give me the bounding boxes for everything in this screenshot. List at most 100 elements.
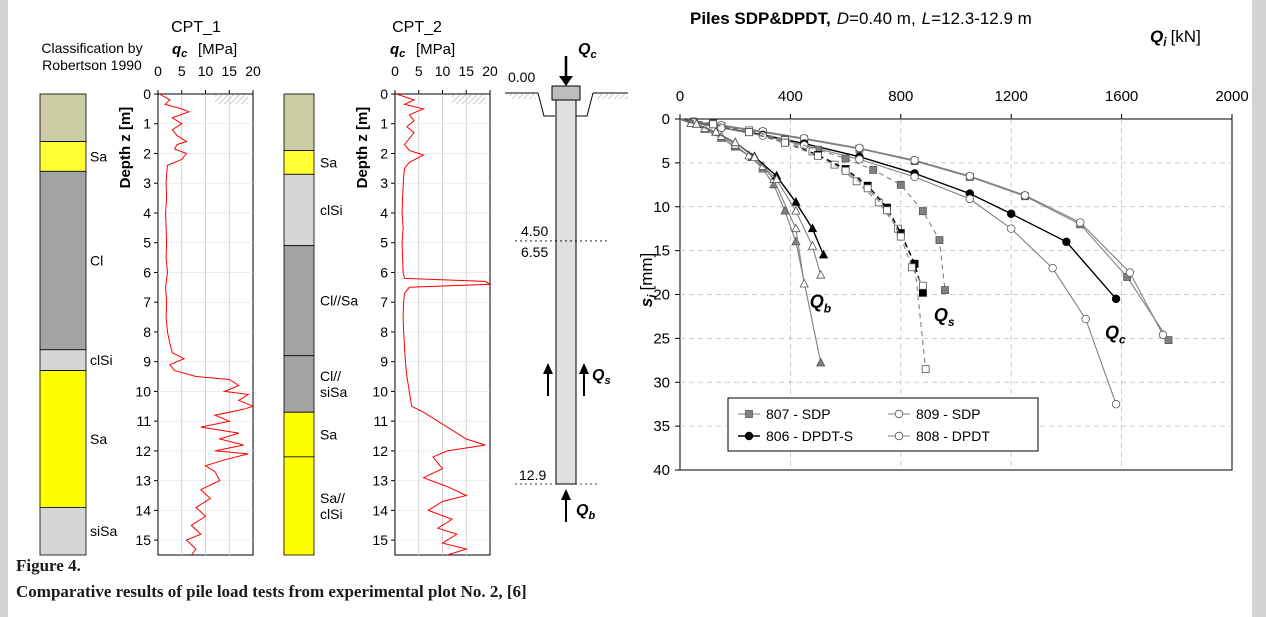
data-point — [841, 154, 850, 163]
stratum-label: Sa — [320, 154, 337, 170]
data-point — [1125, 268, 1135, 277]
cpt-ytick-label: 2 — [143, 145, 151, 161]
data-point — [855, 143, 864, 153]
cpt-xtick-label: 5 — [178, 63, 186, 79]
data-point — [1048, 263, 1057, 273]
cpt-xtick-label: 0 — [391, 63, 399, 79]
data-point — [1075, 218, 1085, 227]
legend-item: 809 - SDP — [888, 406, 981, 422]
chart-xtick-label: 1600 — [1105, 88, 1138, 105]
data-point — [1111, 294, 1121, 304]
data-point — [1020, 191, 1030, 200]
stratum-label: Sa//clSi — [320, 490, 345, 522]
stratum-label: Cl — [90, 253, 103, 269]
cpt-ytick-label: 7 — [380, 294, 388, 310]
cpt-xtick-label: 20 — [245, 63, 261, 79]
cpt-ytick-label: 10 — [372, 383, 388, 399]
cpt-ytick-label: 0 — [380, 86, 388, 102]
data-point — [1062, 237, 1071, 247]
cpt-ytick-label: 9 — [143, 354, 151, 370]
figure-caption-label: Figure 4. — [16, 556, 81, 575]
stratum-layer — [283, 93, 315, 151]
data-point — [780, 138, 789, 147]
data-point — [941, 286, 949, 295]
data-point — [921, 365, 930, 373]
data-point — [780, 205, 790, 215]
cpt-xtick-label: 10 — [198, 63, 214, 79]
cpt-ytick-label: 9 — [380, 354, 388, 370]
stratum-layer — [39, 507, 87, 556]
page-frame-right — [1252, 0, 1266, 617]
chart-xtick-label: 2000 — [1215, 88, 1248, 105]
pile-toe-label: 12.9 — [519, 467, 546, 483]
cpt-ytick-label: 11 — [373, 413, 388, 429]
data-point — [816, 269, 826, 279]
classification-title-line1: Classification by — [41, 40, 142, 56]
data-point — [869, 165, 878, 174]
cpt2-title: CPT_2 — [392, 19, 442, 36]
data-point — [852, 177, 861, 186]
chart-ytick-label: 0 — [662, 111, 670, 128]
qs-arrow-left-head — [543, 363, 553, 374]
component-label: Qc — [1105, 322, 1126, 346]
chart-ytick-label: 15 — [653, 243, 670, 260]
stratum-layer — [283, 411, 315, 458]
stratum-layer — [283, 456, 315, 556]
chart-ylabel: si[mm] — [637, 253, 659, 308]
legend-label: 809 - SDP — [916, 406, 981, 422]
cpt2-plot: CPT_2 qc [MPa] 0 5 10 15 2001234567891011121… — [354, 19, 498, 556]
data-point — [918, 207, 927, 216]
qb-arrow-head — [561, 489, 571, 500]
chart-ytick-label: 10 — [653, 199, 670, 216]
data-point — [883, 206, 891, 215]
data-point — [791, 205, 801, 215]
data-point — [814, 151, 822, 160]
cpt2-xlabel-unit: [MPa] — [416, 41, 455, 58]
page-frame-left — [0, 0, 8, 617]
stratum-label: Cl//Sa — [320, 293, 358, 309]
data-point — [807, 223, 818, 233]
data-point — [709, 120, 718, 129]
data-point — [1158, 330, 1168, 340]
chart-xtick-label: 400 — [778, 88, 803, 105]
cpt-ytick-label: 4 — [380, 205, 388, 221]
data-point — [1007, 224, 1016, 233]
legend-item: 806 - DPDT-S — [738, 428, 853, 444]
data-point — [744, 431, 754, 441]
data-point — [807, 240, 818, 250]
data-point — [855, 155, 864, 164]
chart-xtick-label: 0 — [676, 88, 684, 105]
cpt-ytick-label: 6 — [380, 264, 388, 280]
cpt-ytick-label: 12 — [135, 443, 151, 459]
component-label: Qs — [934, 305, 955, 329]
data-point — [1164, 336, 1173, 345]
data-point — [894, 409, 904, 419]
classification-title-line2: Robertson 1990 — [42, 57, 142, 73]
qc-arrow-head — [559, 76, 573, 86]
cpt-ytick-label: 14 — [372, 502, 388, 518]
cpt-ytick-label: 1 — [380, 116, 388, 132]
cpt-ytick-label: 8 — [143, 324, 151, 340]
cpt1-title: CPT_1 — [171, 19, 221, 36]
figure-caption-text: Comparative results of pile load tests f… — [16, 582, 527, 601]
cpt-ytick-label: 7 — [143, 294, 151, 310]
pile-shaft — [555, 99, 577, 485]
series-808-qs — [679, 118, 927, 290]
chart-ytick-label: 25 — [653, 330, 670, 347]
data-point — [863, 184, 872, 193]
data-point — [745, 128, 753, 137]
cpt-ytick-label: 6 — [143, 264, 151, 280]
chart-ytick-label: 20 — [653, 287, 670, 304]
cpt-xtick-label: 5 — [415, 63, 423, 79]
data-point — [874, 198, 883, 207]
stratum-label: siSa — [90, 523, 117, 539]
stratum-label: Cl//siSa — [320, 368, 347, 400]
load-settlement-chart: Piles SDP&DPDT, D=0.40 m, L=12.3-12.9 m Qi… — [637, 9, 1249, 479]
pile-marker2-label: 6.55 — [521, 244, 548, 260]
cpt-ground-hatch — [452, 94, 486, 104]
stratum-layer — [283, 355, 315, 413]
cpt1-xlabel-symbol: qc — [172, 41, 187, 60]
cpt-ylabel: Depth z [m] — [117, 107, 134, 189]
data-point — [799, 278, 809, 288]
